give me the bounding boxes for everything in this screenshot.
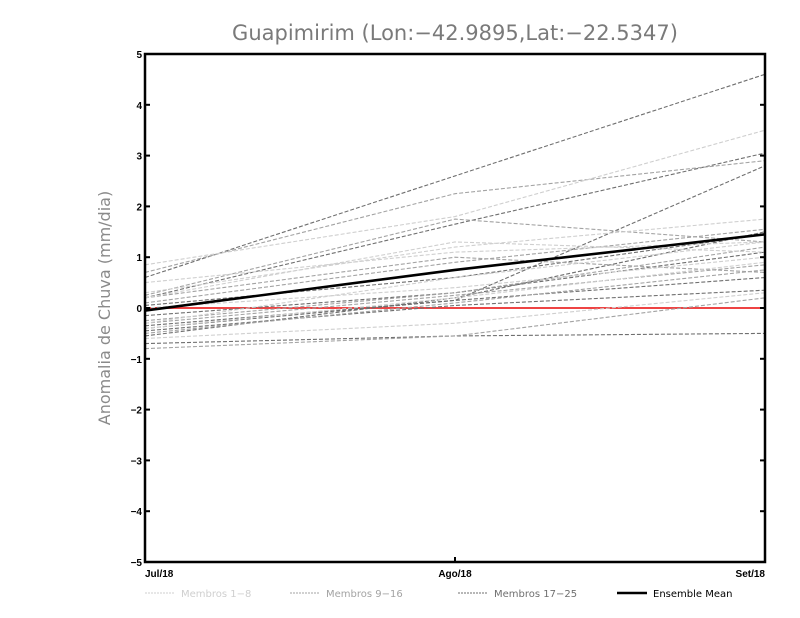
member-line-membro-4	[144, 241, 766, 299]
x-tick-label: Set/18	[736, 569, 766, 580]
y-tick-label: −4	[131, 507, 143, 518]
member-line-membro-2	[144, 218, 766, 294]
y-axis-label: Anomalia de Chuva (mm/dia)	[95, 191, 114, 425]
member-line-membro-5	[144, 292, 766, 340]
member-line-membro-3	[144, 241, 766, 324]
member-line-membro-6	[144, 256, 766, 309]
legend-label: Membros 1−8	[181, 589, 251, 600]
chart-title: Guapimirim (Lon:−42.9895,Lat:−22.5347)	[232, 21, 678, 45]
member-line-membro-15	[144, 264, 766, 324]
y-tick-label: 0	[136, 304, 142, 315]
member-line-membro-23	[144, 289, 766, 332]
member-line-membro-17	[144, 73, 766, 279]
member-line-membro-13	[144, 228, 766, 304]
member-line-membro-10	[144, 218, 766, 296]
legend-label: Membros 9−16	[326, 589, 403, 600]
legend-label: Membros 17−25	[494, 589, 577, 600]
member-line-membro-18	[144, 152, 766, 299]
member-line-membro-11	[144, 246, 766, 322]
member-line-membro-9	[144, 160, 766, 273]
ensemble-mean-line	[144, 233, 766, 312]
y-tick-label: −5	[131, 558, 143, 569]
member-line-membro-7	[144, 261, 766, 329]
member-line-membro-14	[144, 297, 766, 350]
y-tick-label: 3	[136, 152, 142, 163]
member-line-membro-21	[144, 332, 766, 345]
x-tick-label: Ago/18	[438, 569, 472, 580]
member-line-membro-25	[144, 276, 766, 327]
y-tick-label: 5	[136, 50, 142, 61]
y-tick-label: 4	[136, 101, 142, 112]
y-tick-label: −1	[131, 355, 143, 366]
legend-label: Ensemble Mean	[653, 589, 732, 600]
member-line-membro-12	[144, 269, 766, 334]
x-tick-label: Jul/18	[145, 569, 174, 580]
y-tick-label: −3	[131, 456, 143, 467]
member-line-membro-1	[144, 129, 766, 266]
y-tick-label: −2	[131, 406, 143, 417]
member-line-membro-19	[144, 165, 766, 329]
y-tick-label: 2	[136, 202, 142, 213]
y-tick-label: 1	[136, 253, 142, 264]
